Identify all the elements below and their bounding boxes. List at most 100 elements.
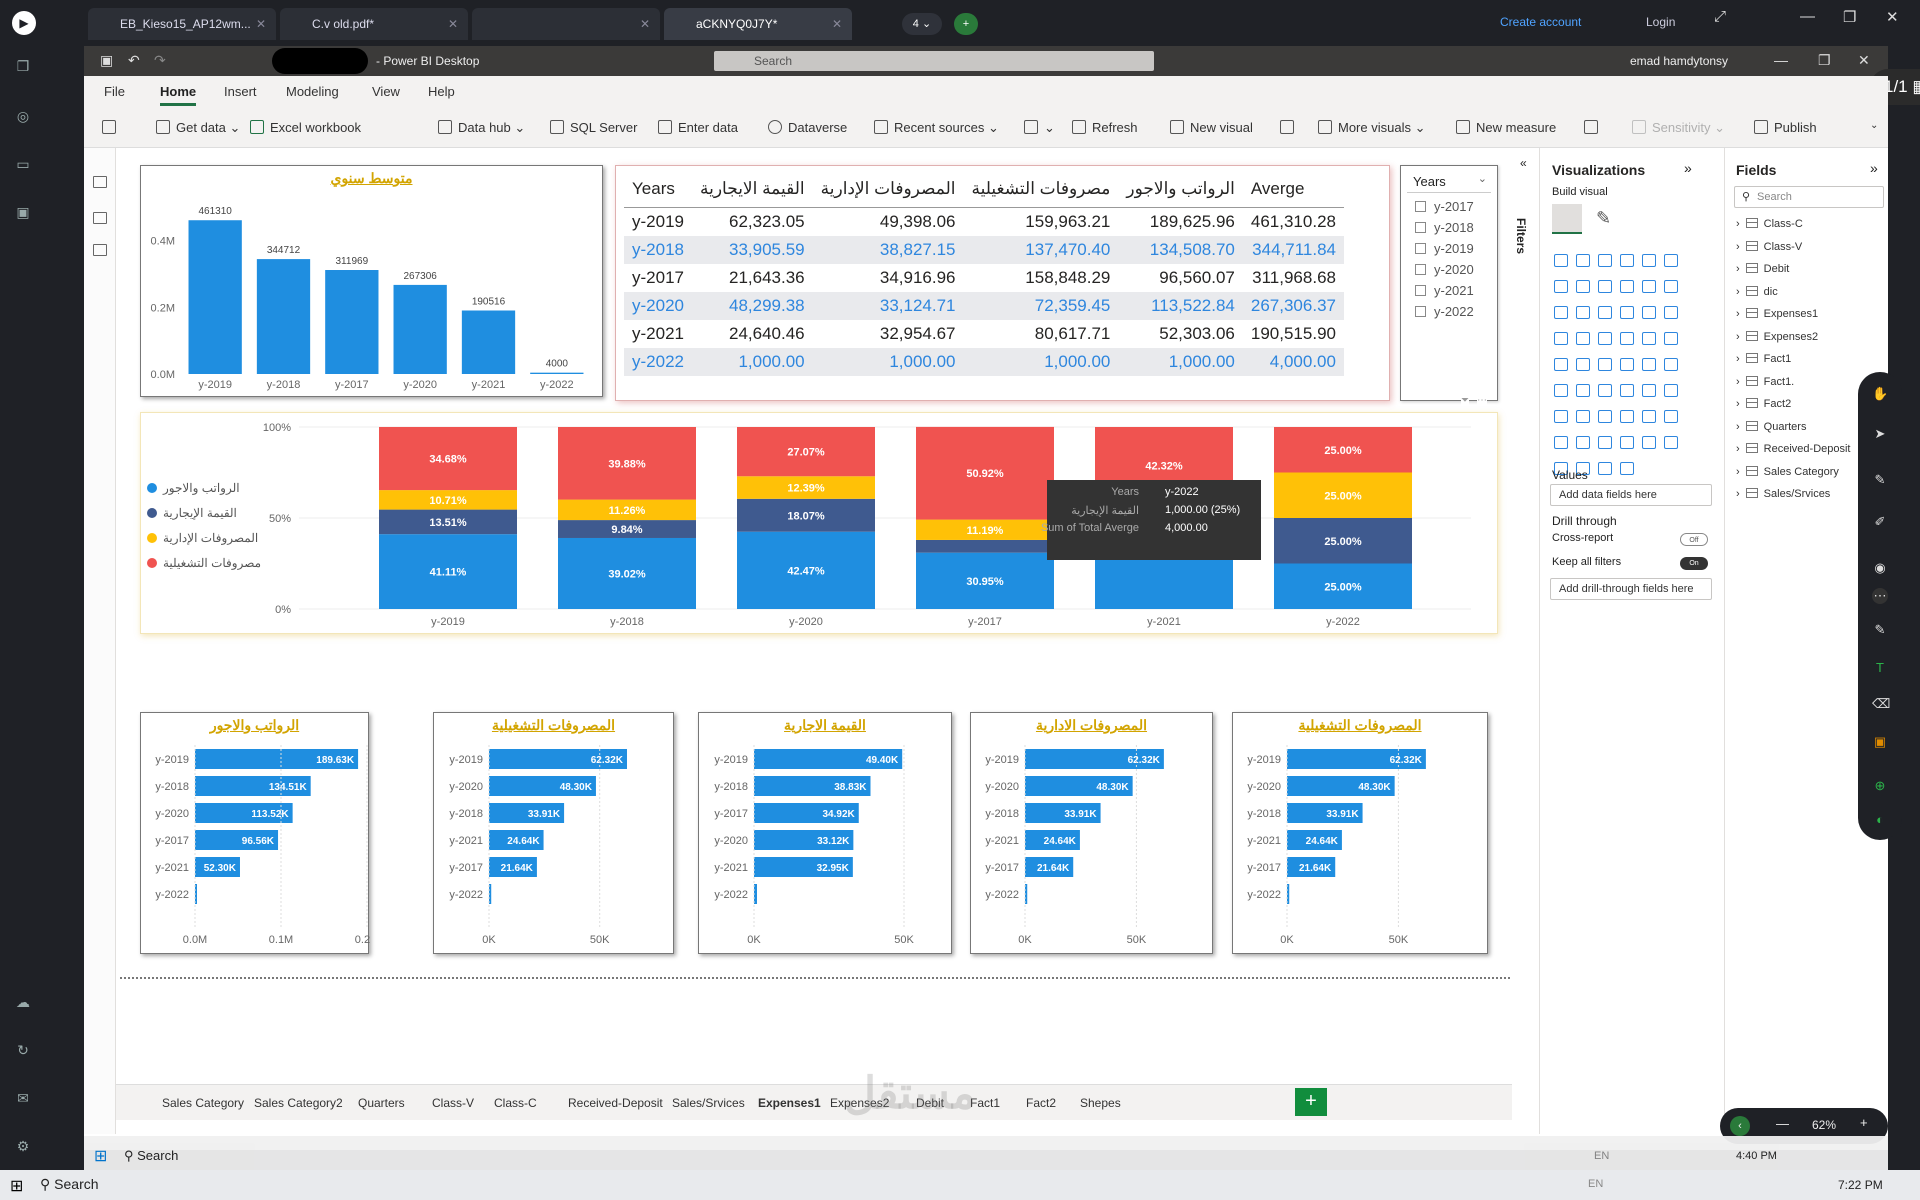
visual-type-icon[interactable] <box>1598 410 1612 423</box>
keep-filters-toggle[interactable]: On <box>1680 557 1708 570</box>
chevron-right-icon[interactable]: › <box>1736 240 1740 253</box>
visual-type-icon[interactable] <box>1576 332 1590 345</box>
visual-type-icon[interactable] <box>1620 436 1634 449</box>
visual-type-icon[interactable] <box>1664 410 1678 423</box>
cloud-icon[interactable]: ☁ <box>16 994 30 1010</box>
chevron-right-icon[interactable]: › <box>1736 420 1740 433</box>
chevron-right-icon[interactable]: › <box>1736 330 1740 343</box>
visual-type-icon[interactable] <box>1620 254 1634 267</box>
enter-data-button[interactable]: Enter data <box>658 120 738 135</box>
operating-expenses-chart-2[interactable]: المصروفات التشغيلية y-2019 62.32K y-2020 48… <box>1232 712 1488 954</box>
page-tab[interactable]: Shepes <box>1080 1096 1121 1110</box>
taskbar-search[interactable]: ⚲ Search <box>40 1176 99 1192</box>
new-measure-button[interactable]: New measure <box>1456 120 1556 135</box>
restore-icon[interactable]: ❐ <box>1818 52 1831 68</box>
menu-help[interactable]: Help <box>428 84 455 99</box>
model-view-icon[interactable] <box>93 244 107 256</box>
visual-type-icon[interactable] <box>1554 462 1568 475</box>
chevron-right-icon[interactable]: › <box>1736 488 1740 500</box>
box-icon[interactable]: ▣ <box>1873 734 1887 749</box>
create-account-link[interactable]: Create account <box>1500 15 1582 29</box>
add-tab-icon[interactable]: + <box>954 13 978 35</box>
sync-icon[interactable]: ↻ <box>17 1042 29 1058</box>
table-row[interactable]: y-2022 1,000.00 1,000.00 1,000.00 1,000.00 4,… <box>624 347 1344 376</box>
page-tab[interactable]: Sales/Srvices <box>672 1096 745 1110</box>
visual-type-icon[interactable] <box>1576 410 1590 423</box>
undo-icon[interactable]: ↶ <box>128 52 140 68</box>
visual-type-icon[interactable] <box>1642 358 1656 371</box>
visual-type-icon[interactable] <box>1554 358 1568 371</box>
slicer-item[interactable]: y-2022 <box>1415 304 1474 319</box>
drill-through-dropzone[interactable]: Add drill-through fields here <box>1550 578 1712 600</box>
minimize-icon[interactable]: — <box>1800 8 1815 25</box>
quick-measure-icon[interactable] <box>1584 120 1604 135</box>
paste-icon[interactable] <box>102 120 122 135</box>
viewer-tab-3[interactable]: ✕ <box>472 8 660 40</box>
chevron-right-icon[interactable]: › <box>1736 353 1740 365</box>
visual-type-icon[interactable] <box>1576 306 1590 319</box>
visual-type-icon[interactable] <box>1576 436 1590 449</box>
zoom-out-icon[interactable]: — <box>1776 1116 1789 1131</box>
visual-type-icon[interactable] <box>1598 462 1612 475</box>
visual-type-icon[interactable] <box>1554 410 1568 423</box>
page-tab[interactable]: Sales Category <box>162 1096 245 1110</box>
more-visuals-button[interactable]: More visuals ⌄ <box>1318 120 1425 136</box>
visual-type-icon[interactable] <box>1664 254 1678 267</box>
field-table-item[interactable]: › Expenses2 <box>1736 330 1818 343</box>
visual-type-icon[interactable] <box>1554 306 1568 319</box>
sql-server-button[interactable]: SQL Server <box>550 120 637 135</box>
visual-type-icon[interactable] <box>1554 280 1568 293</box>
new-visual-button[interactable]: New visual <box>1170 120 1253 135</box>
windows-start-icon[interactable]: ⊞ <box>94 1148 108 1165</box>
chevron-right-icon[interactable]: › <box>1736 285 1740 298</box>
chevron-right-icon[interactable]: › <box>1736 218 1740 230</box>
user-name[interactable]: emad hamdytonsy <box>1630 54 1729 68</box>
years-slicer[interactable]: Years ⌄ y-2017 y-2018 y-2019 y-2020 y-20… <box>1400 165 1498 406</box>
visual-type-icon[interactable] <box>1554 254 1568 267</box>
field-table-item[interactable]: › Fact2 <box>1736 398 1791 410</box>
minimize-icon[interactable]: — <box>1774 52 1788 68</box>
visual-type-icon[interactable] <box>1664 358 1678 371</box>
chevron-right-icon[interactable]: › <box>1736 375 1740 388</box>
binoculars-icon[interactable]: ◎ <box>16 108 30 124</box>
report-view-icon[interactable] <box>93 176 107 188</box>
column-header[interactable]: القيمة الايجارية <box>691 174 813 208</box>
chat-icon[interactable]: ✉ <box>17 1090 29 1106</box>
close-window-icon[interactable]: ✕ <box>1886 9 1899 26</box>
get-data-button[interactable]: Get data ⌄ <box>156 120 240 136</box>
collapse-icon[interactable]: » <box>1870 160 1878 176</box>
field-table-item[interactable]: › Quarters <box>1736 420 1806 433</box>
search-input[interactable]: Search <box>714 51 1154 71</box>
collapse-icon[interactable]: » <box>1684 160 1692 176</box>
highlight-icon[interactable]: ✐ <box>1874 514 1886 529</box>
visual-type-icon[interactable] <box>1642 254 1656 267</box>
column-header[interactable]: المصروفات الإدارية <box>812 174 964 208</box>
visual-type-icon[interactable] <box>1642 410 1656 423</box>
slicer-item[interactable]: y-2020 <box>1415 262 1474 277</box>
text-icon[interactable]: T <box>1876 660 1884 675</box>
close-icon[interactable]: ✕ <box>1858 52 1870 68</box>
page-tab[interactable]: Class-V <box>432 1096 475 1110</box>
visual-type-icon[interactable] <box>1598 358 1612 371</box>
visual-type-icon[interactable] <box>1620 462 1634 475</box>
add-icon[interactable]: ⊕ <box>1874 778 1886 793</box>
eraser-icon[interactable]: ⌫ <box>1872 696 1891 711</box>
visual-type-icon[interactable] <box>1554 436 1568 449</box>
settings-icon[interactable]: ⚙ <box>16 1138 30 1154</box>
expand-icon[interactable]: « <box>1520 156 1527 170</box>
column-header[interactable]: Years <box>624 174 692 208</box>
login-link[interactable]: Login <box>1646 15 1676 29</box>
tab-count-badge[interactable]: 4 ⌄ <box>902 13 942 35</box>
record-icon[interactable]: ◉ <box>1874 560 1886 575</box>
menu-view[interactable]: View <box>372 84 400 99</box>
visual-type-icon[interactable] <box>1598 306 1612 319</box>
table-row[interactable]: y-2017 21,643.36 34,916.96 158,848.29 96,560… <box>624 264 1344 292</box>
taskbar-search[interactable]: ⚲ Search <box>124 1148 179 1163</box>
fields-search-input[interactable]: ⚲ Search <box>1734 186 1884 208</box>
annual-average-chart[interactable]: متوسط سنوي 0.0M 0.2M 0.4M 461310 y-2019 34471… <box>140 165 603 397</box>
visual-type-icon[interactable] <box>1620 358 1634 371</box>
table-row[interactable]: y-2019 62,323.05 49,398.06 159,963.21 189,62… <box>624 208 1344 236</box>
table-view-icon[interactable] <box>93 212 107 224</box>
dataverse-button[interactable]: Dataverse <box>768 120 847 135</box>
slicer-item[interactable]: y-2017 <box>1415 199 1474 214</box>
